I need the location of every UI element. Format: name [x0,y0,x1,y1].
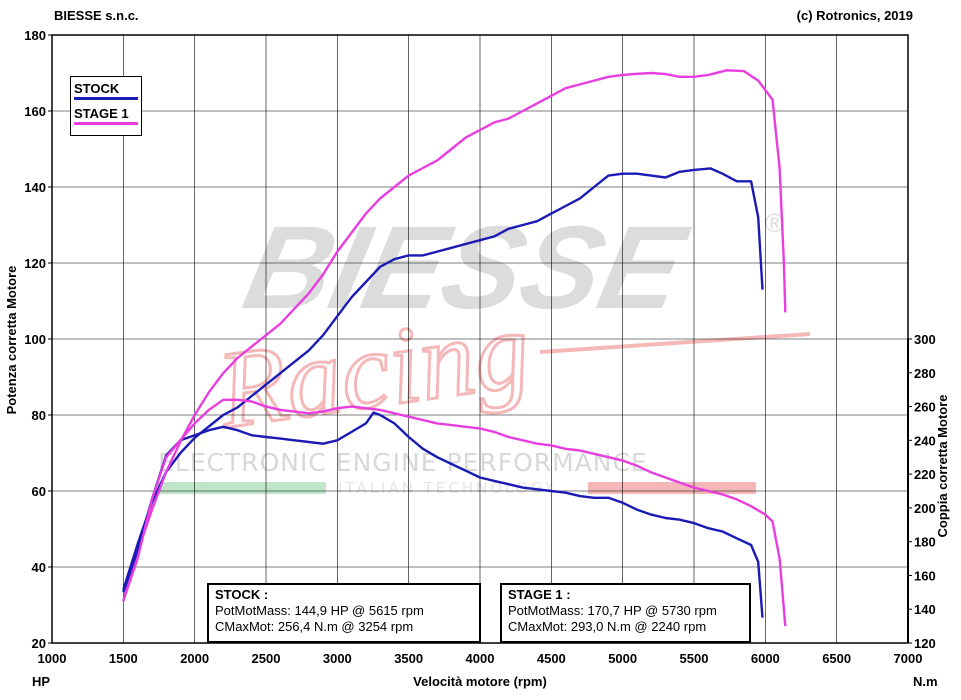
series-layer [122,69,787,627]
legend-label-stage1: STAGE 1 [74,106,129,121]
x-tick-label: 2000 [180,651,209,666]
y-tick-label: 40 [32,560,46,575]
info-box-stock: STOCK : PotMotMass: 144,9 HP @ 5615 rpm … [207,583,481,643]
company-name: BIESSE s.n.c. [54,8,139,23]
y-tick-label: 100 [24,332,46,347]
legend-label-stock: STOCK [74,81,120,96]
x-tick-label: 3500 [394,651,423,666]
x-tick-label: 4000 [466,651,495,666]
grid [51,34,909,644]
x-tick-label: 3000 [323,651,352,666]
y-tick-label: 60 [32,484,46,499]
info-stage1-power: PotMotMass: 170,7 HP @ 5730 rpm [508,603,717,618]
info-stage1-title: STAGE 1 : [508,587,571,602]
series-stage-1-power [122,69,787,602]
watermark-tagline: ELECTRONIC ENGINE PERFORMANCE [158,448,648,477]
copyright: (c) Rotronics, 2019 [796,8,913,23]
y-tick-label: 80 [32,408,46,423]
plot-frame [51,34,909,644]
watermark-green-bar [158,482,326,494]
y2-tick-label: 240 [914,433,936,448]
watermark: BIESSE ® Racing ELECTRONIC ENGINE PERFOR… [158,202,811,497]
x-tick-label: 6000 [751,651,780,666]
y-tick-label: 120 [24,256,46,271]
info-stage1-torque: CMaxMot: 293,0 N.m @ 2240 rpm [508,619,707,634]
y2-axis-label: Coppia corretta Motore [935,394,950,537]
x-tick-label: 2500 [252,651,281,666]
x-tick-label: 6500 [822,651,851,666]
watermark-subline: ITALIAN TECHNOLOGY [338,479,557,497]
y-tick-label: 160 [24,104,46,119]
x-tick-label: 1500 [109,651,138,666]
legend-swatch-stock [74,97,138,100]
axes-layer: 1000 1500 2000 2500 3000 3500 4000 4500 5000 5500… [24,28,935,666]
y2-tick-label: 220 [914,467,936,482]
legend-swatch-stage1 [74,122,138,125]
watermark-swoosh [539,332,811,354]
x-tick-label: 5000 [608,651,637,666]
x-tick-label: 7000 [894,651,923,666]
y2-tick-label: 200 [914,501,936,516]
series-stock-power [122,167,764,591]
info-stock-power: PotMotMass: 144,9 HP @ 5615 rpm [215,603,424,618]
y-axis-label: Potenza corretta Motore [4,266,19,415]
y2-tick-label: 300 [914,332,936,347]
x-tick-label: 5500 [680,651,709,666]
y2-tick-label: 160 [914,568,936,583]
watermark-red-bar [588,482,756,494]
series-stage-1-torque [122,398,787,627]
y2-tick-label: 280 [914,366,936,381]
y-tick-label: 140 [24,180,46,195]
y2-axis-unit: N.m [913,674,938,689]
y2-tick-label: 120 [914,636,936,651]
info-stock-torque: CMaxMot: 256,4 N.m @ 3254 rpm [215,619,414,634]
x-tick-label: 4500 [537,651,566,666]
watermark-registered: ® [765,208,784,238]
y2-tick-label: 180 [914,535,936,550]
series-stock-torque [122,411,764,618]
x-axis-unit: HP [32,674,50,689]
info-stock-title: STOCK : [215,587,269,602]
y-tick-label: 20 [32,636,46,651]
x-axis-label: Velocità motore (rpm) [413,674,547,689]
watermark-brand: BIESSE [234,202,698,334]
info-box-stage1: STAGE 1 : PotMotMass: 170,7 HP @ 5730 rp… [500,583,751,643]
y-tick-label: 180 [24,28,46,43]
y2-tick-label: 260 [914,400,936,415]
y2-tick-label: 140 [914,602,936,617]
legend: STOCK STAGE 1 [70,76,142,136]
x-tick-label: 1000 [38,651,67,666]
